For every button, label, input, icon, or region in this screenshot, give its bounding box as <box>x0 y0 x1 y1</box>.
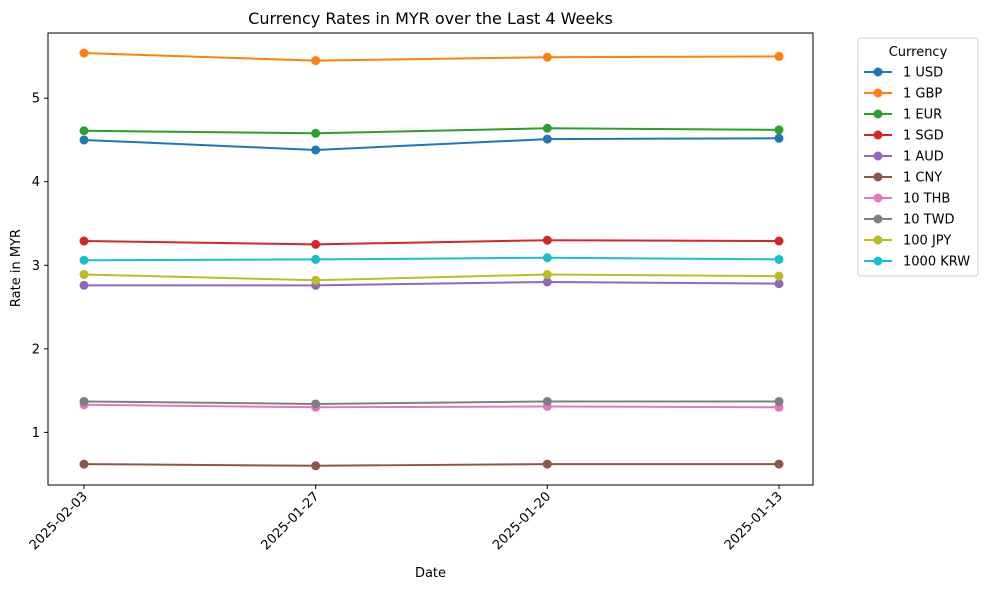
legend-swatch-marker <box>873 193 883 203</box>
series-line <box>83 137 780 151</box>
legend-box <box>857 37 979 277</box>
data-point <box>311 399 321 409</box>
data-point <box>542 52 552 62</box>
y-tick-label: 2 <box>32 342 40 357</box>
data-point <box>311 461 321 471</box>
data-point <box>774 51 784 61</box>
data-point <box>79 269 89 279</box>
x-tick-label: 2025-01-20 <box>490 489 554 553</box>
series-line <box>83 403 780 409</box>
data-point <box>774 254 784 264</box>
legend-entry: 1 SGD <box>903 129 944 144</box>
series-line <box>83 273 780 282</box>
legend-title: Currency <box>889 45 948 60</box>
data-point <box>79 135 89 145</box>
data-point <box>79 236 89 246</box>
legend-entry: 100 JPY <box>903 234 951 249</box>
series-line <box>83 256 780 262</box>
data-point <box>774 279 784 289</box>
data-point <box>774 271 784 281</box>
data-point <box>79 48 89 58</box>
legend-entry: 1000 KRW <box>903 255 970 270</box>
data-point <box>774 459 784 469</box>
legend: Currency 1 USD 1 GBP 1 EUR 1 SGD 1 AUD 1 CNY 10… <box>857 37 979 277</box>
legend-entry: 1 EUR <box>903 108 942 123</box>
data-point <box>311 56 321 66</box>
legend-entry: 10 TWD <box>903 213 954 228</box>
data-point <box>542 134 552 144</box>
data-point <box>774 396 784 406</box>
y-tick-label: 4 <box>32 175 40 190</box>
series-line <box>83 127 780 135</box>
x-tick-label: 2025-01-13 <box>722 489 786 553</box>
data-point <box>79 255 89 265</box>
x-tick-label: 2025-02-03 <box>27 489 91 553</box>
data-point <box>79 280 89 290</box>
series-line <box>83 239 780 246</box>
plot-area: 1 2 3 4 5 2025-02-03 2025-01-27 2025-01-20 2025-… <box>27 32 814 553</box>
data-point <box>79 396 89 406</box>
data-point <box>774 133 784 143</box>
legend-swatch-marker <box>873 109 883 119</box>
legend-entry: 1 AUD <box>903 150 944 165</box>
data-point <box>542 277 552 287</box>
data-point <box>542 396 552 406</box>
data-point <box>774 236 784 246</box>
legend-swatch-marker <box>873 88 883 98</box>
data-point <box>311 128 321 138</box>
legend-swatch-marker <box>873 67 883 77</box>
legend-entry: 10 THB <box>903 192 950 207</box>
data-point <box>311 254 321 264</box>
legend-entry: 1 CNY <box>903 171 942 186</box>
data-point <box>542 253 552 263</box>
data-point <box>774 125 784 135</box>
data-point <box>79 126 89 136</box>
chart-title: Currency Rates in MYR over the Last 4 We… <box>248 9 613 28</box>
y-tick-label: 5 <box>32 92 40 107</box>
series-line <box>83 463 779 467</box>
axes-frame <box>47 32 814 486</box>
data-point <box>311 275 321 285</box>
series-line <box>84 280 780 287</box>
data-point <box>311 145 321 155</box>
y-tick-label: 1 <box>32 426 40 441</box>
data-point <box>79 459 89 469</box>
data-point <box>542 269 552 279</box>
series-line <box>83 52 780 62</box>
legend-entry: 1 USD <box>903 66 943 81</box>
series-line <box>83 400 779 405</box>
legend-swatch-marker <box>873 235 883 245</box>
y-axis-label: Rate in MYR <box>9 229 24 307</box>
data-point <box>542 459 552 469</box>
x-axis-label: Date <box>415 566 446 581</box>
data-point <box>311 239 321 249</box>
data-point <box>542 123 552 133</box>
legend-swatch-marker <box>873 130 883 140</box>
y-tick-label: 3 <box>32 259 40 274</box>
legend-swatch-marker <box>873 151 883 161</box>
legend-entry: 1 GBP <box>903 87 942 102</box>
x-tick-label: 2025-01-27 <box>258 489 322 553</box>
legend-swatch-marker <box>873 214 883 224</box>
legend-swatch-marker <box>873 172 883 182</box>
data-point <box>542 235 552 245</box>
legend-swatch-marker <box>873 256 883 266</box>
